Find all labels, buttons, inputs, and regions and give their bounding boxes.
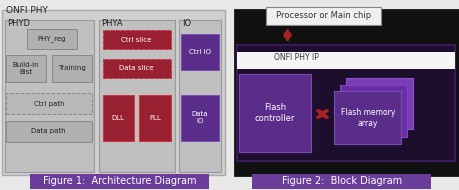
FancyBboxPatch shape — [236, 52, 454, 69]
Text: PHYD: PHYD — [7, 19, 30, 28]
FancyBboxPatch shape — [52, 55, 91, 82]
FancyBboxPatch shape — [6, 121, 91, 142]
Text: PLL: PLL — [149, 115, 161, 121]
FancyBboxPatch shape — [99, 20, 174, 172]
FancyBboxPatch shape — [236, 45, 454, 161]
FancyBboxPatch shape — [340, 86, 406, 137]
FancyBboxPatch shape — [2, 10, 225, 175]
Text: Data slice: Data slice — [119, 65, 153, 71]
FancyBboxPatch shape — [102, 59, 170, 78]
FancyBboxPatch shape — [139, 95, 170, 141]
FancyBboxPatch shape — [102, 30, 170, 49]
FancyBboxPatch shape — [265, 7, 380, 25]
FancyBboxPatch shape — [179, 20, 220, 172]
FancyBboxPatch shape — [234, 10, 458, 175]
Text: ONFI PHY: ONFI PHY — [6, 6, 47, 15]
FancyBboxPatch shape — [181, 95, 218, 141]
Text: PHY_reg: PHY_reg — [38, 36, 66, 42]
Text: Data path: Data path — [31, 128, 66, 134]
FancyBboxPatch shape — [252, 174, 431, 189]
Text: ONFI PHY IP: ONFI PHY IP — [273, 53, 318, 62]
FancyBboxPatch shape — [6, 55, 45, 82]
Text: IO: IO — [181, 19, 190, 28]
Text: Ctrl IO: Ctrl IO — [189, 49, 211, 55]
FancyBboxPatch shape — [27, 28, 77, 49]
FancyBboxPatch shape — [239, 74, 310, 152]
Text: Flash memory
array: Flash memory array — [340, 108, 394, 127]
FancyBboxPatch shape — [102, 95, 134, 141]
Text: Ctrl slice: Ctrl slice — [121, 37, 151, 43]
Text: DLL: DLL — [112, 115, 124, 121]
FancyBboxPatch shape — [346, 78, 412, 129]
Text: Data
IO: Data IO — [191, 111, 208, 124]
Text: Processor or Main chip: Processor or Main chip — [275, 11, 370, 20]
FancyBboxPatch shape — [181, 34, 218, 70]
FancyBboxPatch shape — [5, 20, 94, 172]
FancyBboxPatch shape — [6, 93, 91, 114]
Text: Training: Training — [58, 65, 85, 71]
Text: PHYA: PHYA — [101, 19, 123, 28]
Text: Build-in
Bist: Build-in Bist — [12, 62, 39, 75]
FancyBboxPatch shape — [30, 174, 209, 189]
FancyBboxPatch shape — [334, 91, 400, 144]
Text: Figure 1:  Architecture Diagram: Figure 1: Architecture Diagram — [43, 177, 196, 186]
Text: Flash
controller: Flash controller — [254, 103, 294, 123]
Text: Ctrl path: Ctrl path — [34, 101, 64, 107]
Text: Figure 2:  Block Diagram: Figure 2: Block Diagram — [281, 177, 401, 186]
